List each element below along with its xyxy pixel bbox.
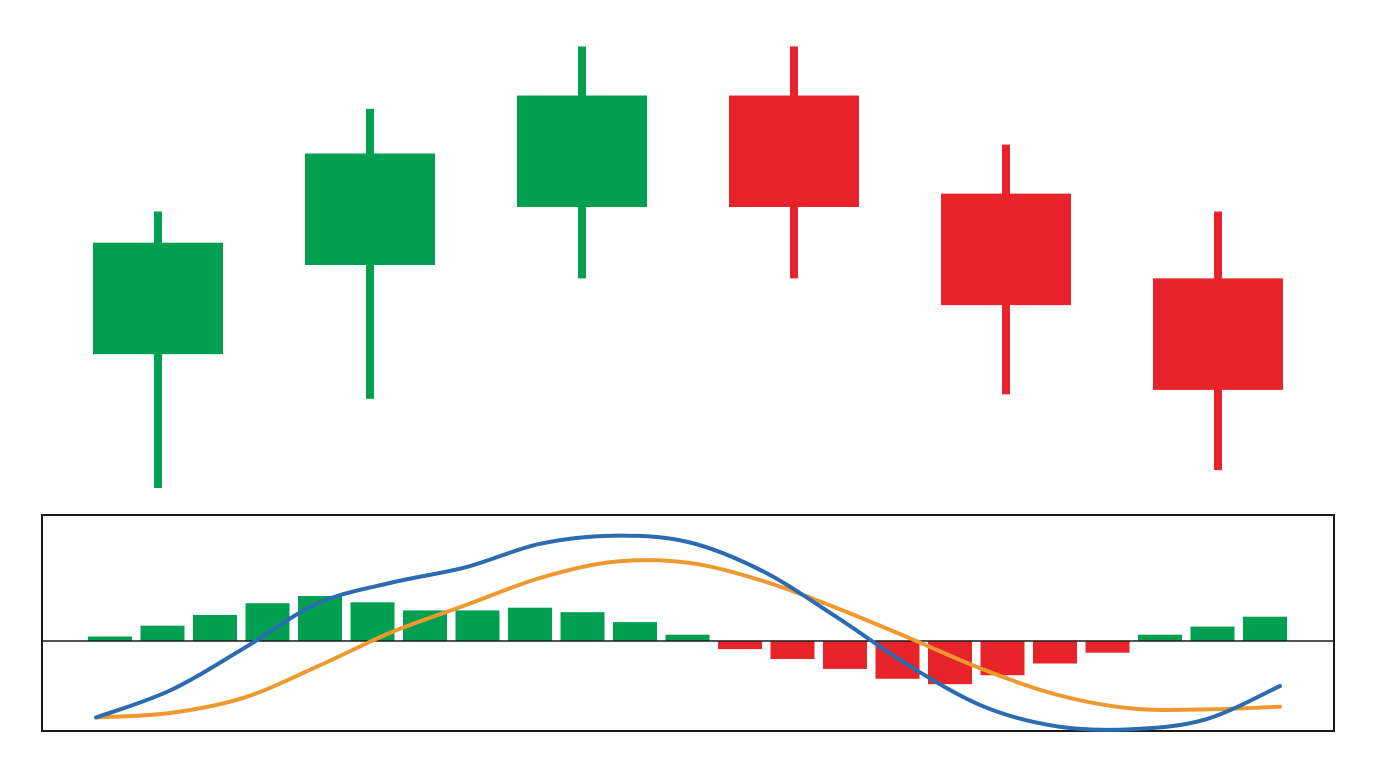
histogram-bar-positive	[193, 614, 237, 641]
histogram-bar-positive	[1190, 626, 1235, 641]
histogram-bar-positive	[560, 612, 605, 641]
bullish-candle-body	[305, 153, 435, 265]
histogram-bar-positive	[508, 607, 552, 641]
histogram-bar-negative	[770, 641, 815, 659]
histogram-bar-positive	[1138, 634, 1182, 641]
histogram-bar-negative	[1033, 641, 1077, 664]
histogram-bar-positive	[140, 625, 185, 641]
histogram-bar-positive	[88, 636, 132, 641]
histogram-bar-positive	[613, 622, 657, 641]
macd-frame	[41, 514, 1335, 732]
bearish-candle-body	[729, 95, 859, 208]
histogram-bar-negative	[1085, 641, 1130, 653]
signal-line	[94, 558, 1282, 720]
histogram-bar-positive	[1243, 616, 1287, 641]
histogram-bar-positive	[665, 634, 710, 641]
candlestick-panel	[93, 46, 1283, 489]
bullish-candle-body	[93, 242, 223, 355]
macd-panel	[41, 514, 1335, 732]
macd-line	[94, 533, 1282, 732]
histogram-bar-negative	[718, 641, 762, 650]
bearish-candle-body	[941, 193, 1071, 306]
bullish-candle-body	[517, 95, 647, 208]
bearish-candle-body	[1153, 278, 1283, 390]
histogram-bar-positive	[455, 610, 500, 641]
histogram-bar-negative	[823, 641, 867, 669]
